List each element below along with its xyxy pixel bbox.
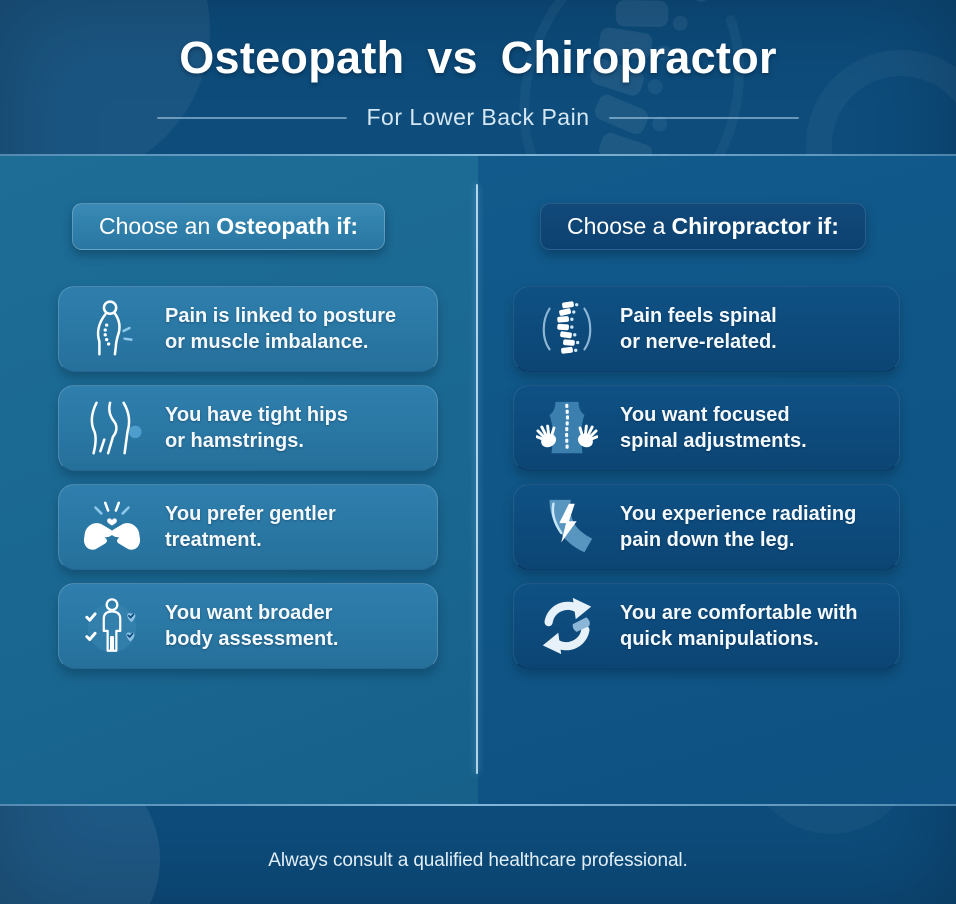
card-text: You prefer gentler treatment.	[165, 503, 336, 551]
chiropractor-column: Choose a Chiropractor if: Pain feels spi…	[513, 156, 900, 682]
posture-icon	[59, 298, 165, 360]
spinal-adjustment-icon	[514, 397, 620, 459]
header-divider-line	[0, 154, 956, 156]
card-spinal-pain: Pain feels spinal or nerve-related.	[513, 286, 900, 372]
rotation-icon	[514, 595, 620, 657]
gentle-hands-icon	[59, 496, 165, 558]
osteopath-panel-background	[0, 156, 478, 804]
card-text: You have tight hips or hamstrings.	[165, 404, 348, 452]
subtitle-divider-right	[609, 116, 800, 119]
spine-icon	[514, 298, 620, 360]
chiropractor-cards: Pain feels spinal or nerve-related. You …	[513, 286, 900, 669]
card-posture: Pain is linked to posture or muscle imba…	[58, 286, 438, 372]
header-strong: Osteopath if:	[216, 213, 359, 239]
osteopath-cards: Pain is linked to posture or muscle imba…	[58, 286, 438, 669]
osteopath-column-header: Choose an Osteopath if:	[72, 203, 386, 250]
header-prefix: Choose a	[567, 213, 666, 239]
comparison-content: Choose an Osteopath if: Pain is linked t…	[0, 156, 956, 804]
card-radiating-pain: You experience radiating pain down the l…	[513, 484, 900, 570]
page-title: Osteopath vs Chiropractor	[179, 32, 777, 83]
header-prefix: Choose an	[99, 213, 211, 239]
disclaimer-text: Always consult a qualified healthcare pr…	[268, 850, 688, 871]
card-text: You want broader body assessment.	[165, 602, 339, 650]
card-text: You are comfortable with quick manipulat…	[620, 602, 858, 650]
card-spinal-adjustments: You want focused spinal adjustments.	[513, 385, 900, 471]
subtitle-row: For Lower Back Pain	[0, 104, 956, 131]
card-text: You want focused spinal adjustments.	[620, 404, 807, 452]
card-gentler-treatment: You prefer gentler treatment.	[58, 484, 438, 570]
card-text: You experience radiating pain down the l…	[620, 503, 857, 551]
footer: Always consult a qualified healthcare pr…	[0, 806, 956, 904]
chiropractor-panel-background	[478, 156, 956, 804]
leg-pain-icon	[514, 496, 620, 558]
card-quick-manipulations: You are comfortable with quick manipulat…	[513, 583, 900, 669]
hips-icon	[59, 397, 165, 459]
card-body-assessment: You want broader body assessment.	[58, 583, 438, 669]
header-strong: Chiropractor if:	[671, 213, 839, 239]
page-subtitle: For Lower Back Pain	[366, 104, 590, 130]
subtitle-divider-left	[156, 116, 347, 119]
card-text: Pain feels spinal or nerve-related.	[620, 305, 777, 353]
card-tight-hips: You have tight hips or hamstrings.	[58, 385, 438, 471]
column-divider	[476, 184, 478, 774]
chiropractor-column-header: Choose a Chiropractor if:	[540, 203, 866, 250]
osteopath-column: Choose an Osteopath if: Pain is linked t…	[58, 156, 438, 682]
card-text: Pain is linked to posture or muscle imba…	[165, 305, 397, 353]
header: Osteopath vs Chiropractor For Lower Back…	[0, 0, 956, 156]
footer-divider-line	[0, 804, 956, 806]
body-assessment-icon	[59, 595, 165, 657]
